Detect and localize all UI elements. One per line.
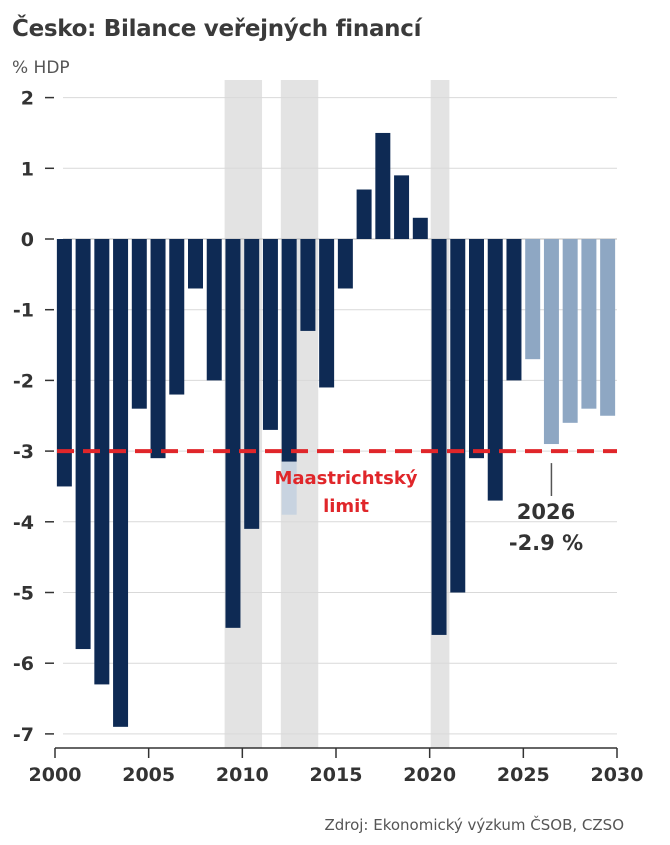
y-tick-label: -5 [13,583,34,605]
y-tick-label: -3 [13,441,34,463]
bar [394,175,410,239]
x-tick-label: 2030 [591,764,644,786]
x-tick-label: 2025 [497,764,550,786]
bar [543,239,559,445]
bar [94,239,110,685]
bar [469,239,484,459]
bar [412,217,428,239]
bar [113,239,129,727]
bar [319,239,335,388]
bar [581,239,597,409]
bar [225,239,241,628]
y-tick-label: -7 [13,724,34,746]
bar [188,239,203,289]
annotation-value: -2.9 % [509,531,583,555]
bar [337,239,353,289]
bar [206,239,222,381]
bar [150,239,166,459]
bar [431,239,447,635]
bar [244,239,260,529]
y-tick-label: 0 [21,229,34,251]
bar [75,239,91,650]
bar [487,239,503,501]
bar [356,189,372,239]
annotation-year: 2026 [517,500,575,524]
bar [262,239,278,430]
y-axis-unit: % HDP [12,58,70,78]
limit-label-line1: Maastrichtský [274,468,417,489]
bar-segment [281,461,297,515]
chart-title: Česko: Bilance veřejných financí [12,16,422,42]
x-tick-label: 2010 [216,764,269,786]
y-tick-label: -4 [13,512,34,534]
bar [375,132,391,239]
x-tick-label: 2000 [29,764,82,786]
y-tick-label: -1 [13,300,34,322]
bar [281,239,297,462]
bar [300,239,316,331]
x-tick-label: 2005 [122,764,175,786]
bar [562,239,578,423]
bar [600,239,616,416]
bar [450,239,466,593]
source-note: Zdroj: Ekonomický výzkum ČSOB, CZSO [324,816,624,834]
y-tick-label: 2 [21,88,34,110]
limit-label-line2: limit [323,496,369,517]
y-tick-label: 1 [21,158,34,180]
y-tick-label: -2 [13,370,34,392]
bar [506,239,522,381]
x-tick-label: 2015 [310,764,363,786]
bar [131,239,147,409]
bar [525,239,541,360]
x-tick-label: 2020 [403,764,456,786]
bar [169,239,185,395]
y-tick-label: -6 [13,653,34,675]
bar [56,239,72,487]
